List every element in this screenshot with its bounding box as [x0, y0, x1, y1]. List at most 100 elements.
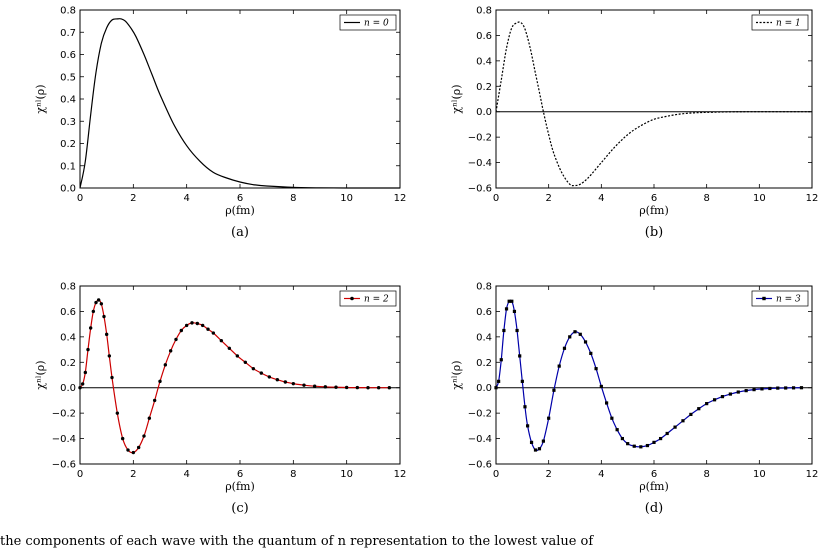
y-tick-label: −0.2 — [468, 409, 492, 420]
data-point — [665, 431, 669, 436]
series-line — [495, 21, 812, 187]
data-point — [179, 328, 184, 333]
x-tick-label: 8 — [703, 469, 709, 480]
data-point — [355, 385, 360, 390]
data-point — [568, 335, 572, 339]
data-point — [136, 445, 141, 450]
data-point — [626, 442, 630, 446]
data-point — [152, 398, 157, 403]
data-point — [537, 447, 542, 451]
data-point — [578, 332, 582, 336]
x-tick-label: 10 — [753, 469, 766, 480]
legend-label: n = 1 — [776, 19, 801, 29]
x-tick-label: 2 — [545, 193, 551, 204]
y-tick-label: −0.6 — [52, 460, 76, 471]
data-point — [227, 346, 232, 350]
y-tick-label: 0.2 — [60, 358, 76, 369]
data-point — [632, 444, 636, 448]
x-tick-label: 4 — [183, 193, 189, 204]
data-point — [791, 386, 796, 390]
data-point — [323, 385, 328, 389]
x-tick-label: 4 — [598, 469, 604, 480]
y-tick-label: 0.0 — [476, 383, 492, 394]
chart-panel-b: 0 2 4 6 8 10 12 −0.6 −0.4 −0.2 0.0 0.2 0.4 0.6 0.8 n = … — [450, 6, 818, 241]
panel-caption: (d) — [645, 501, 663, 516]
data-point — [705, 402, 709, 406]
data-point — [366, 386, 370, 390]
data-point — [168, 349, 173, 353]
data-point — [645, 443, 650, 448]
y-tick-label: −0.4 — [468, 434, 492, 445]
data-point — [334, 385, 338, 389]
x-tick-label: 2 — [545, 469, 551, 480]
x-tick-label: 6 — [237, 469, 243, 480]
data-point — [206, 327, 210, 331]
y-tick-label: 0.8 — [476, 282, 492, 293]
data-point — [174, 337, 178, 342]
y-tick-label: 0.6 — [60, 307, 76, 318]
y-tick-label: 0.0 — [476, 107, 492, 118]
x-tick-label: 8 — [290, 193, 296, 204]
data-point — [760, 387, 764, 391]
data-point — [510, 299, 514, 303]
legend-marker — [350, 296, 354, 301]
y-tick-label: 0.4 — [476, 56, 492, 67]
data-point — [302, 383, 306, 387]
data-point — [267, 375, 272, 379]
legend-label: n = 3 — [776, 295, 801, 305]
bottom-caption-text: the components of each wave with the qua… — [0, 534, 594, 549]
data-point — [681, 419, 685, 423]
data-point — [190, 321, 194, 325]
y-axis-label: χⁿˡ(ρ) — [34, 84, 47, 113]
data-point — [86, 347, 90, 352]
legend-label: n = 0 — [364, 19, 389, 29]
data-point — [96, 298, 101, 302]
data-point — [158, 379, 162, 384]
chart-panel-c: 0 2 4 6 8 10 12 −0.6 −0.4 −0.2 0.0 0.2 0.4 0.6 0.8 n = … — [34, 282, 406, 517]
y-tick-label: 0.6 — [60, 50, 76, 61]
y-tick-label: 0.1 — [60, 161, 76, 172]
data-point — [720, 395, 725, 399]
data-point — [147, 416, 152, 420]
legend-box — [751, 14, 809, 31]
data-point — [515, 328, 519, 333]
plot-frame — [79, 285, 401, 465]
data-point — [518, 354, 522, 358]
panel-caption: (c) — [231, 501, 248, 516]
data-point — [219, 338, 224, 343]
y-tick-label: 0.7 — [60, 28, 76, 39]
data-point — [344, 385, 349, 390]
x-tick-label: 0 — [493, 469, 499, 480]
series-line — [79, 18, 400, 189]
data-point — [712, 398, 717, 402]
data-point — [752, 388, 756, 392]
y-axis-label: χⁿˡ(ρ) — [450, 84, 463, 113]
legend-box — [751, 290, 809, 307]
data-point — [658, 436, 663, 441]
y-axis-label: χⁿˡ(ρ) — [450, 360, 463, 389]
data-point — [107, 354, 112, 358]
data-point — [387, 386, 392, 390]
y-tick-label: 0.6 — [476, 307, 492, 318]
data-point — [88, 326, 93, 330]
data-point — [91, 309, 96, 314]
legend-box — [339, 14, 397, 31]
data-point — [594, 367, 598, 371]
data-point — [562, 346, 567, 350]
data-point — [275, 378, 280, 382]
data-point — [376, 386, 381, 390]
plot-frame — [495, 9, 813, 189]
y-tick-label: 0.4 — [476, 332, 492, 343]
y-tick-label: −0.6 — [468, 460, 492, 471]
data-point — [104, 332, 109, 337]
x-tick-label: 4 — [598, 193, 604, 204]
x-tick-label: 2 — [130, 469, 136, 480]
data-point — [589, 351, 593, 355]
data-point — [689, 412, 693, 417]
plot-frame — [495, 285, 813, 465]
x-tick-label: 4 — [183, 469, 189, 480]
legend-box — [339, 290, 397, 307]
data-point — [541, 439, 545, 443]
data-point — [520, 379, 524, 383]
y-tick-label: 0.4 — [60, 332, 76, 343]
